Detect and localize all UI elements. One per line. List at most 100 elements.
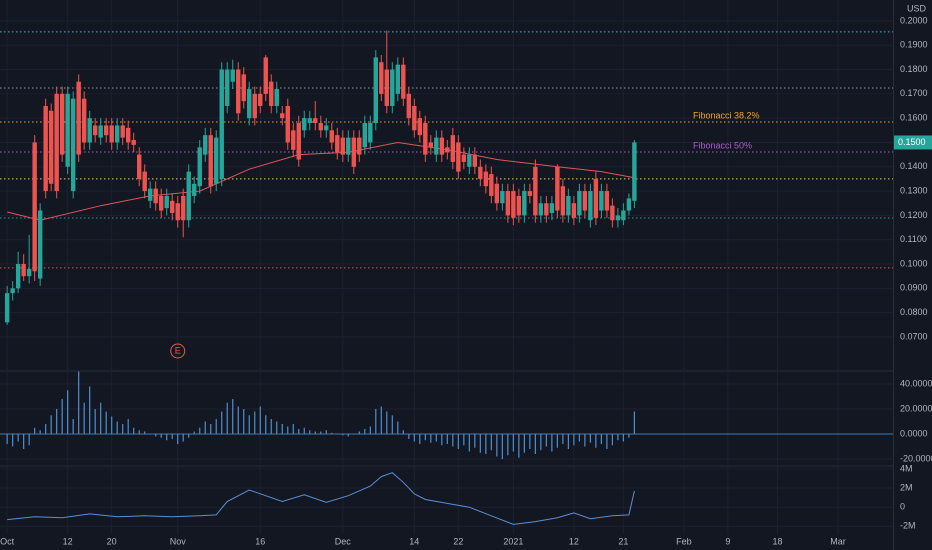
- histogram-bar: [358, 431, 360, 434]
- candle-body: [181, 195, 186, 221]
- histogram-bar: [83, 402, 85, 434]
- histogram-bar: [452, 434, 454, 447]
- candle-body: [483, 171, 489, 187]
- event-marker-label: E: [175, 345, 181, 355]
- histogram-bar: [534, 434, 536, 454]
- candle-body: [379, 62, 384, 94]
- candle-body: [43, 105, 48, 192]
- candle-body: [81, 98, 87, 143]
- histogram-bar: [259, 406, 261, 434]
- histogram-bar: [562, 434, 564, 444]
- candle-body: [461, 154, 467, 162]
- candle-body: [225, 69, 230, 106]
- candle-body: [280, 113, 285, 119]
- y-tick-label: 0.2000: [900, 15, 928, 25]
- histogram-bar: [529, 434, 531, 449]
- histogram-bar: [408, 434, 410, 439]
- histogram-bar: [287, 426, 289, 434]
- candle-body: [516, 195, 522, 216]
- candle-body: [170, 200, 175, 213]
- histogram-bar: [325, 430, 327, 434]
- histogram-bar: [138, 430, 140, 434]
- candle-body: [159, 195, 164, 211]
- level-label: Fibonacci 50%: [693, 140, 752, 150]
- histogram-bar: [441, 434, 443, 446]
- histogram-bar: [633, 411, 635, 434]
- candle-body: [467, 154, 472, 167]
- candle-body: [373, 57, 378, 124]
- histogram-bar: [72, 419, 74, 434]
- histogram-bar: [243, 409, 245, 434]
- candle-body: [351, 137, 356, 167]
- histogram-bar: [314, 431, 316, 434]
- event-marker: [170, 343, 186, 359]
- candle-body: [560, 186, 566, 216]
- candle-body: [48, 110, 54, 184]
- candle-body: [148, 188, 153, 201]
- x-tick-label: Nov: [170, 536, 187, 546]
- x-tick-label: 12: [569, 536, 579, 546]
- histogram-bar: [419, 434, 421, 444]
- histogram-bar: [12, 434, 14, 447]
- histogram-bar: [430, 434, 432, 443]
- candle-body: [313, 118, 318, 124]
- candle-body: [219, 69, 224, 179]
- candle-body: [428, 142, 434, 148]
- candle-body: [120, 125, 125, 138]
- candle-body: [4, 293, 10, 323]
- candle-body: [439, 137, 445, 155]
- histogram-bar: [111, 416, 113, 434]
- y-tick-label: -2M: [900, 521, 916, 531]
- candle-body: [142, 171, 147, 192]
- histogram-bar: [17, 434, 19, 442]
- histogram-bar: [512, 434, 514, 452]
- histogram-bar: [39, 430, 41, 434]
- candle-body: [571, 203, 577, 218]
- x-tick-label: Mar: [830, 536, 846, 546]
- candle-body: [175, 203, 180, 221]
- histogram-bar: [78, 371, 80, 434]
- histogram-bar: [485, 434, 487, 454]
- candle-body: [346, 137, 351, 155]
- histogram-bar: [199, 427, 201, 434]
- candle-body: [577, 191, 582, 216]
- histogram-bar: [166, 434, 168, 441]
- histogram-bar: [188, 434, 190, 438]
- candle-body: [362, 123, 367, 148]
- candle-body: [610, 205, 615, 221]
- candle-body: [208, 135, 213, 187]
- y-tick-label: 0.0000: [900, 428, 928, 438]
- candle-body: [599, 191, 604, 211]
- y-tick-label: 40.0000: [900, 378, 932, 388]
- candle-body: [478, 166, 483, 179]
- x-tick-label: Feb: [676, 536, 692, 546]
- histogram-bar: [221, 411, 223, 434]
- histogram-bar: [270, 419, 272, 434]
- candle-body: [37, 210, 43, 279]
- histogram-bar: [551, 434, 553, 452]
- candle-body: [450, 135, 456, 162]
- histogram-bar: [369, 426, 371, 434]
- candle-body: [511, 191, 516, 218]
- histogram-bar: [56, 409, 58, 434]
- candle-body: [434, 137, 439, 155]
- y-tick-label: 20.0000: [900, 403, 932, 413]
- candle-body: [230, 69, 235, 82]
- candle-body: [54, 93, 59, 192]
- histogram-bar: [468, 434, 470, 452]
- histogram-bar: [435, 434, 437, 442]
- candle-body: [445, 147, 450, 153]
- y-tick-label: 0.1200: [900, 210, 928, 220]
- candle-body: [406, 93, 412, 119]
- candle-body: [114, 125, 120, 143]
- histogram-bar: [215, 419, 217, 434]
- histogram-bar: [204, 421, 206, 434]
- histogram-bar: [100, 402, 102, 434]
- histogram-bar: [556, 434, 558, 448]
- histogram-bar: [248, 415, 250, 434]
- histogram-bar: [457, 434, 459, 449]
- candle-body: [131, 140, 136, 145]
- histogram-bar: [600, 434, 602, 444]
